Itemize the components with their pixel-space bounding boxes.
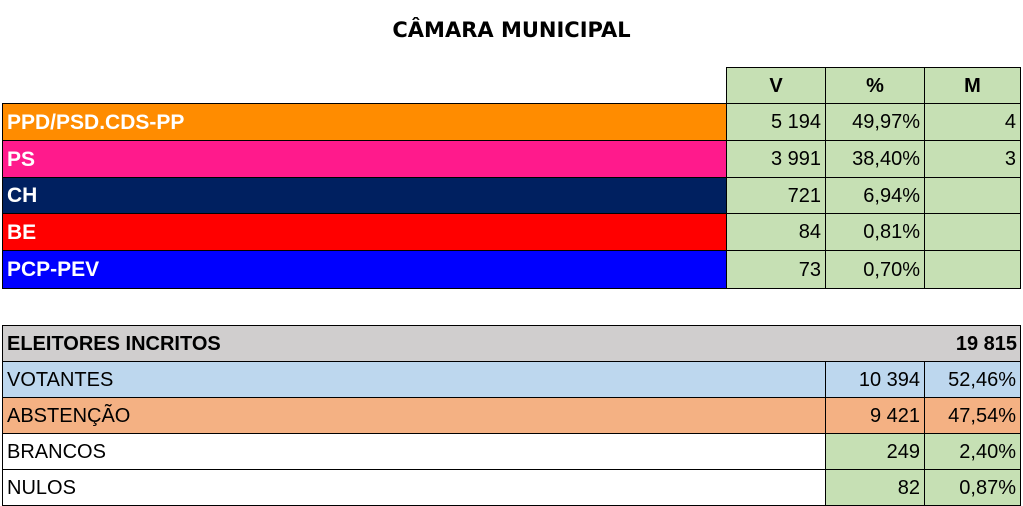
percent: 0,81% <box>825 213 925 251</box>
registered-value: 19 815 <box>955 332 1017 355</box>
summary-percent: 47,54% <box>924 397 1021 434</box>
party-name: CH <box>2 177 727 214</box>
percent: 6,94% <box>825 177 925 214</box>
summary-value: 9 421 <box>825 397 925 434</box>
summary-label: ABSTENÇÃO <box>2 397 826 434</box>
mandates <box>924 250 1021 289</box>
summary-value: 249 <box>825 433 925 470</box>
title: CÂMARA MUNICIPAL <box>392 18 631 42</box>
summary-label: BRANCOS <box>2 433 826 470</box>
summary-value: 82 <box>825 469 925 506</box>
percent: 0,70% <box>825 250 925 289</box>
summary-value: 10 394 <box>825 361 925 398</box>
party-name: PCP-PEV <box>2 250 727 289</box>
summary-percent: 0,87% <box>924 469 1021 506</box>
column-header: M <box>924 67 1021 104</box>
percent: 38,40% <box>825 140 925 178</box>
column-header: % <box>825 67 925 104</box>
summary-percent: 52,46% <box>924 361 1021 398</box>
party-name: BE <box>2 213 727 251</box>
registered-label: ELEITORES INCRITOS <box>2 325 1021 362</box>
votes: 721 <box>726 177 826 214</box>
summary-label: VOTANTES <box>2 361 826 398</box>
mandates <box>924 177 1021 214</box>
summary-percent: 2,40% <box>924 433 1021 470</box>
summary-label: NULOS <box>2 469 826 506</box>
percent: 49,97% <box>825 103 925 141</box>
mandates: 4 <box>924 103 1021 141</box>
mandates <box>924 213 1021 251</box>
party-name: PS <box>2 140 727 178</box>
mandates: 3 <box>924 140 1021 178</box>
votes: 5 194 <box>726 103 826 141</box>
party-name: PPD/PSD.CDS-PP <box>2 103 727 141</box>
votes: 73 <box>726 250 826 289</box>
column-header: V <box>726 67 826 104</box>
votes: 3 991 <box>726 140 826 178</box>
votes: 84 <box>726 213 826 251</box>
